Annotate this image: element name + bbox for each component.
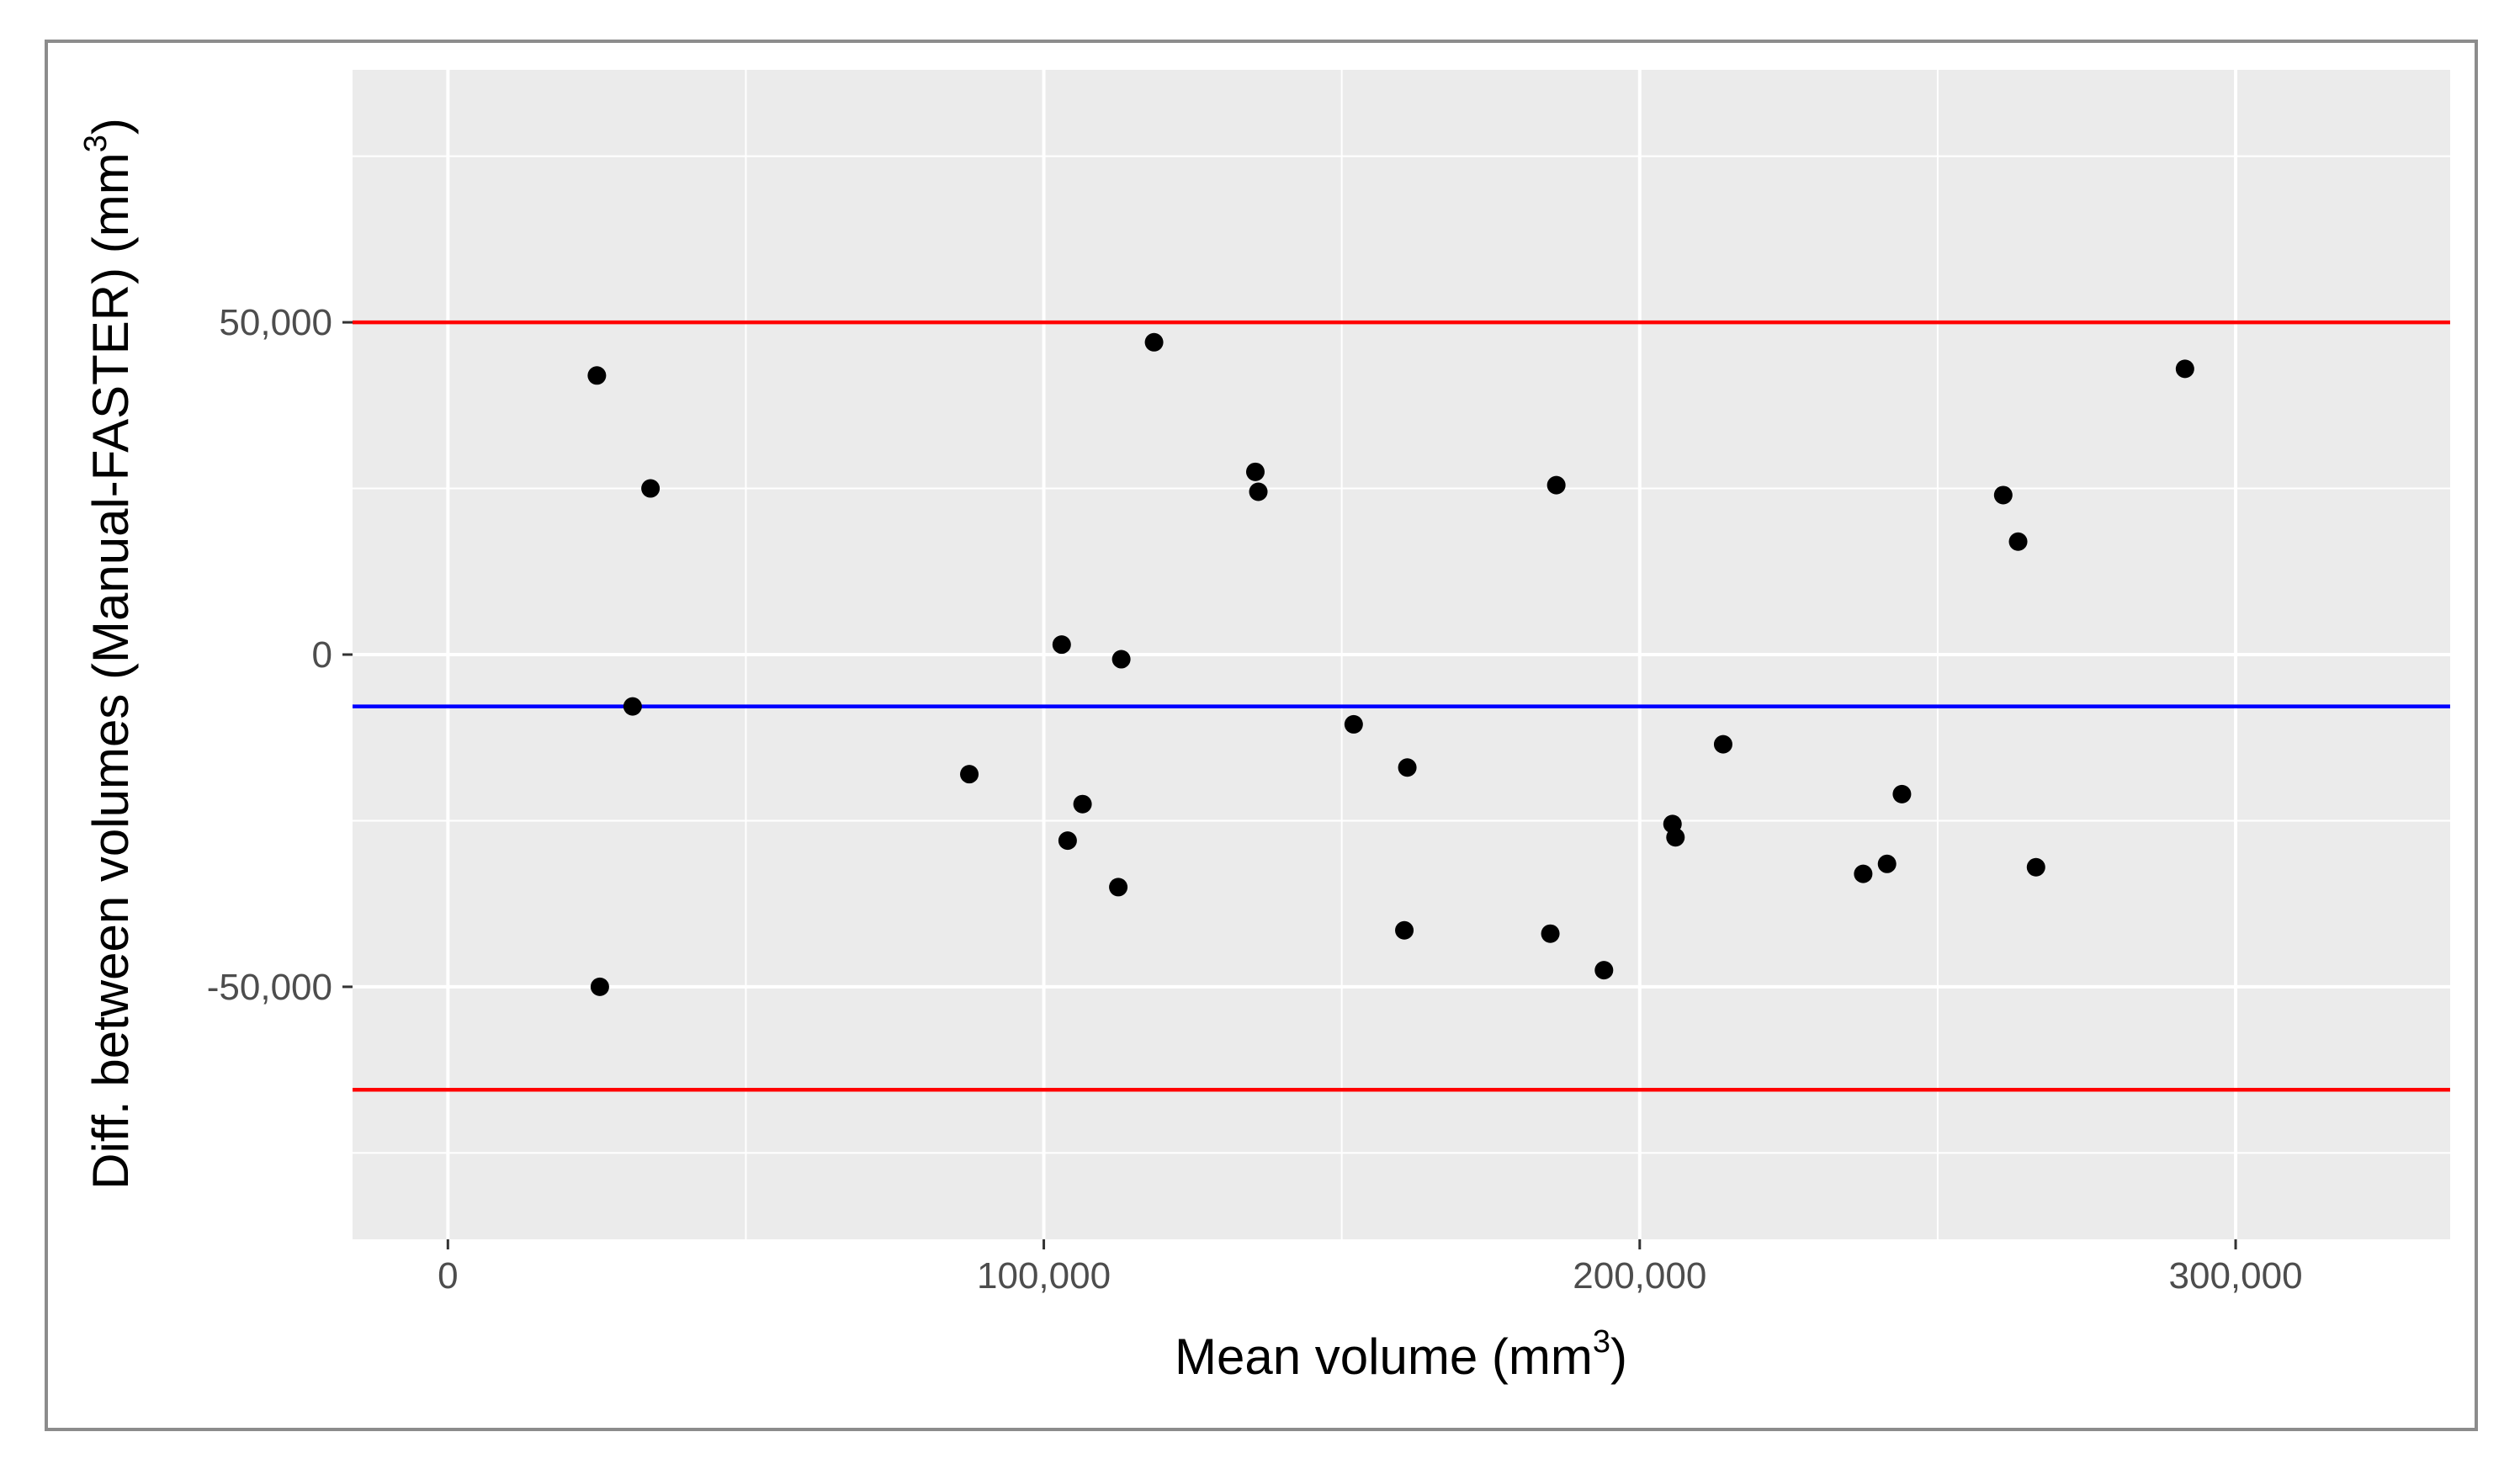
data-point [1666, 828, 1685, 847]
data-point [641, 479, 661, 498]
data-point [1877, 854, 1897, 873]
data-point [1546, 475, 1566, 495]
x-axis-ticks: 0 100,000 200,000 300,000 [438, 1239, 2303, 1297]
x-axis-title: Mean volume (mm3) [1175, 1324, 1627, 1385]
data-point [1398, 758, 1417, 777]
data-point [1594, 961, 1614, 980]
data-point [1854, 864, 1873, 883]
y-axis-title: Diff. between volumes (Manual-FASTER) (m… [78, 118, 139, 1190]
data-point [1058, 831, 1077, 851]
data-point [2008, 532, 2028, 551]
x-tick-label: 0 [438, 1255, 458, 1297]
data-points [587, 332, 2194, 996]
x-tick-label: 100,000 [977, 1255, 1111, 1297]
reference-lines [353, 320, 2450, 1092]
data-point [1073, 794, 1092, 814]
data-point [960, 765, 979, 784]
data-point [1144, 332, 1164, 352]
minor-grid [353, 70, 2450, 1239]
data-point [1249, 482, 1268, 501]
data-point [1541, 924, 1560, 943]
data-point [2175, 359, 2194, 379]
x-tick-label: 300,000 [2169, 1255, 2303, 1297]
data-point [1395, 920, 1414, 940]
data-point [1109, 878, 1128, 897]
data-point [623, 697, 642, 716]
y-tick-label: 0 [312, 634, 332, 676]
data-point [1993, 485, 2013, 505]
y-tick-label: 50,000 [219, 302, 332, 343]
x-tick-label: 200,000 [1573, 1255, 1706, 1297]
data-point [1344, 714, 1363, 734]
data-point [1052, 635, 1071, 655]
data-point [587, 366, 607, 385]
data-point [1245, 462, 1265, 481]
y-axis-ticks: -50,000 0 50,000 [207, 302, 353, 1008]
data-point [1713, 734, 1732, 754]
data-point [1892, 784, 1912, 803]
data-point [2026, 857, 2045, 877]
figure-frame [45, 40, 2478, 1431]
data-point [590, 977, 609, 996]
data-point [1111, 650, 1131, 669]
y-tick-label: -50,000 [207, 967, 332, 1008]
